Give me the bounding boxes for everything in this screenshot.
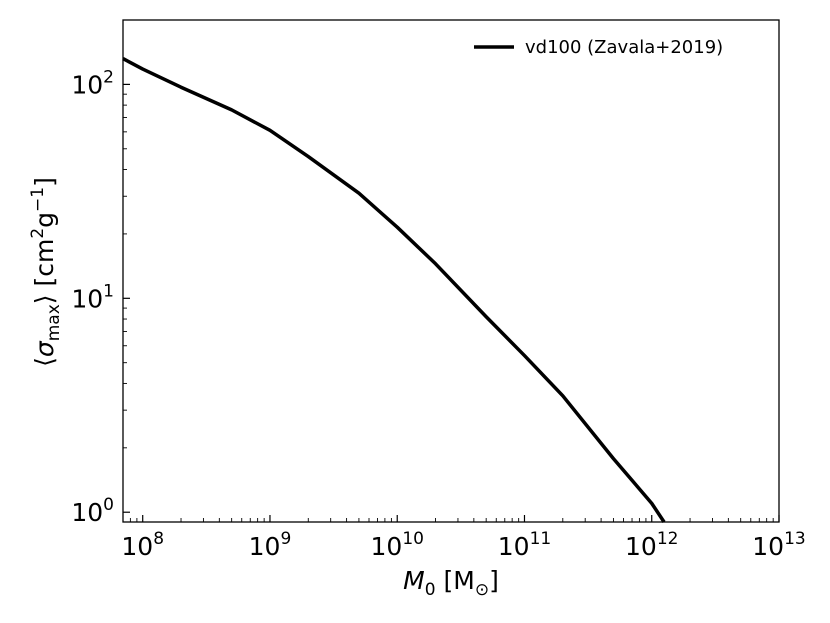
legend-label-vd100: vd100 (Zavala+2019): [525, 37, 723, 58]
x-axis-ticks: 108 109 1010 1011 1012 1013: [121, 515, 806, 561]
x-tick-label-3: 1011: [498, 529, 551, 561]
series-line-0: [122, 57, 666, 523]
plot-frame: [122, 19, 780, 523]
y-axis-ticks: 100 101 102: [71, 19, 130, 527]
y-tick-label-1: 101: [71, 281, 114, 313]
x-tick-label-0: 108: [121, 529, 164, 561]
x-axis-label: M0 [M⊙]: [403, 566, 499, 600]
x-tick-label-2: 1010: [371, 529, 424, 561]
x-tick-label-4: 1012: [625, 529, 678, 561]
y-tick-label-0: 100: [71, 495, 114, 527]
legend: vd100 (Zavala+2019): [474, 37, 723, 58]
x-tick-label-1: 109: [249, 529, 292, 561]
y-tick-label-2: 102: [71, 67, 114, 99]
y-axis-label: ⟨σmax⟩ [cm2g−1]: [28, 177, 64, 367]
plot-area: [122, 57, 666, 523]
x-tick-label-5: 1013: [752, 529, 805, 561]
